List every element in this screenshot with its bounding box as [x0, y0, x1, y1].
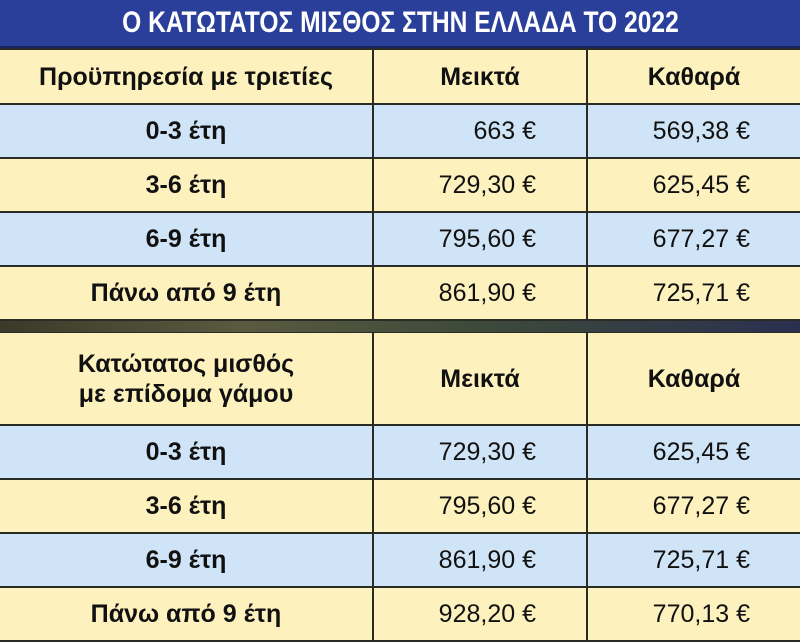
cell-text: Μεικτά	[440, 364, 520, 393]
cell-text: 6-9 έτη	[145, 224, 227, 253]
value-cell: 625,45 €	[588, 426, 800, 478]
value-cell: 729,30 €	[374, 159, 586, 211]
row-label: Πάνω από 9 έτη	[0, 588, 372, 640]
cell-text: 677,27 €	[652, 224, 750, 253]
cell-text: 729,30 €	[438, 437, 536, 466]
cell-text: 770,13 €	[652, 599, 750, 628]
cell-text: 625,45 €	[652, 170, 750, 199]
cell-text: 928,20 €	[438, 599, 536, 628]
cell-text: 663 €	[473, 116, 536, 145]
value-cell: 861,90 €	[374, 267, 586, 319]
title: Ο ΚΑΤΩΤΑΤΟΣ ΜΙΣΘΟΣ ΣΤΗΝ ΕΛΛΑΔΑ ΤΟ 2022	[121, 6, 679, 39]
cell-text: 795,60 €	[438, 491, 536, 520]
cell-text: 795,60 €	[438, 224, 536, 253]
value-cell: 861,90 €	[374, 534, 586, 586]
value-cell: 729,30 €	[374, 426, 586, 478]
value-cell: 663 €	[374, 105, 586, 157]
cell-text: 569,38 €	[652, 116, 750, 145]
row-label: 3-6 έτη	[0, 159, 372, 211]
value-cell: 725,71 €	[588, 267, 800, 319]
row-label: 6-9 έτη	[0, 213, 372, 265]
photo-strip	[0, 321, 800, 332]
value-cell: 677,27 €	[588, 213, 800, 265]
header-cell: Καθαρά	[588, 333, 800, 424]
cell-text: Καθαρά	[647, 62, 741, 91]
value-cell: 725,71 €	[588, 534, 800, 586]
row-label: 3-6 έτη	[0, 480, 372, 532]
value-cell: 677,27 €	[588, 480, 800, 532]
cell-text: Πάνω από 9 έτη	[90, 599, 282, 628]
value-cell: 770,13 €	[588, 588, 800, 640]
cell-text: 861,90 €	[438, 545, 536, 574]
title-bar: Ο ΚΑΤΩΤΑΤΟΣ ΜΙΣΘΟΣ ΣΤΗΝ ΕΛΛΑΔΑ ΤΟ 2022	[0, 0, 800, 48]
cell-text: 725,71 €	[652, 545, 750, 574]
header-cell: Προϋπηρεσία με τριετίες	[0, 50, 372, 103]
header-cell: Κατώτατος μισθός με επίδομα γάμου	[0, 333, 372, 424]
value-cell: 625,45 €	[588, 159, 800, 211]
header-cell: Καθαρά	[588, 50, 800, 103]
cell-text: 6-9 έτη	[145, 545, 227, 574]
cell-text: 0-3 έτη	[145, 437, 227, 466]
row-label: 0-3 έτη	[0, 426, 372, 478]
cell-text: Κατώτατος μισθός	[77, 349, 295, 378]
cell-text: 677,27 €	[652, 491, 750, 520]
cell-text: 725,71 €	[652, 278, 750, 307]
row-label: 6-9 έτη	[0, 534, 372, 586]
value-cell: 795,60 €	[374, 213, 586, 265]
cell-text: 0-3 έτη	[145, 116, 227, 145]
cell-text: Πάνω από 9 έτη	[90, 278, 282, 307]
cell-text: 3-6 έτη	[145, 170, 227, 199]
cell-text: Προϋπηρεσία με τριετίες	[39, 62, 333, 91]
cell-text: 3-6 έτη	[145, 491, 227, 520]
cell-text: 625,45 €	[652, 437, 750, 466]
cell-text: 729,30 €	[438, 170, 536, 199]
header-cell: Μεικτά	[374, 50, 586, 103]
value-cell: 795,60 €	[374, 480, 586, 532]
row-label: Πάνω από 9 έτη	[0, 267, 372, 319]
cell-text: με επίδομα γάμου	[78, 379, 294, 408]
row-label: 0-3 έτη	[0, 105, 372, 157]
cell-text: Μεικτά	[440, 62, 520, 91]
value-cell: 928,20 €	[374, 588, 586, 640]
header-cell: Μεικτά	[374, 333, 586, 424]
cell-text: Καθαρά	[647, 364, 741, 393]
cell-text: 861,90 €	[438, 278, 536, 307]
value-cell: 569,38 €	[588, 105, 800, 157]
